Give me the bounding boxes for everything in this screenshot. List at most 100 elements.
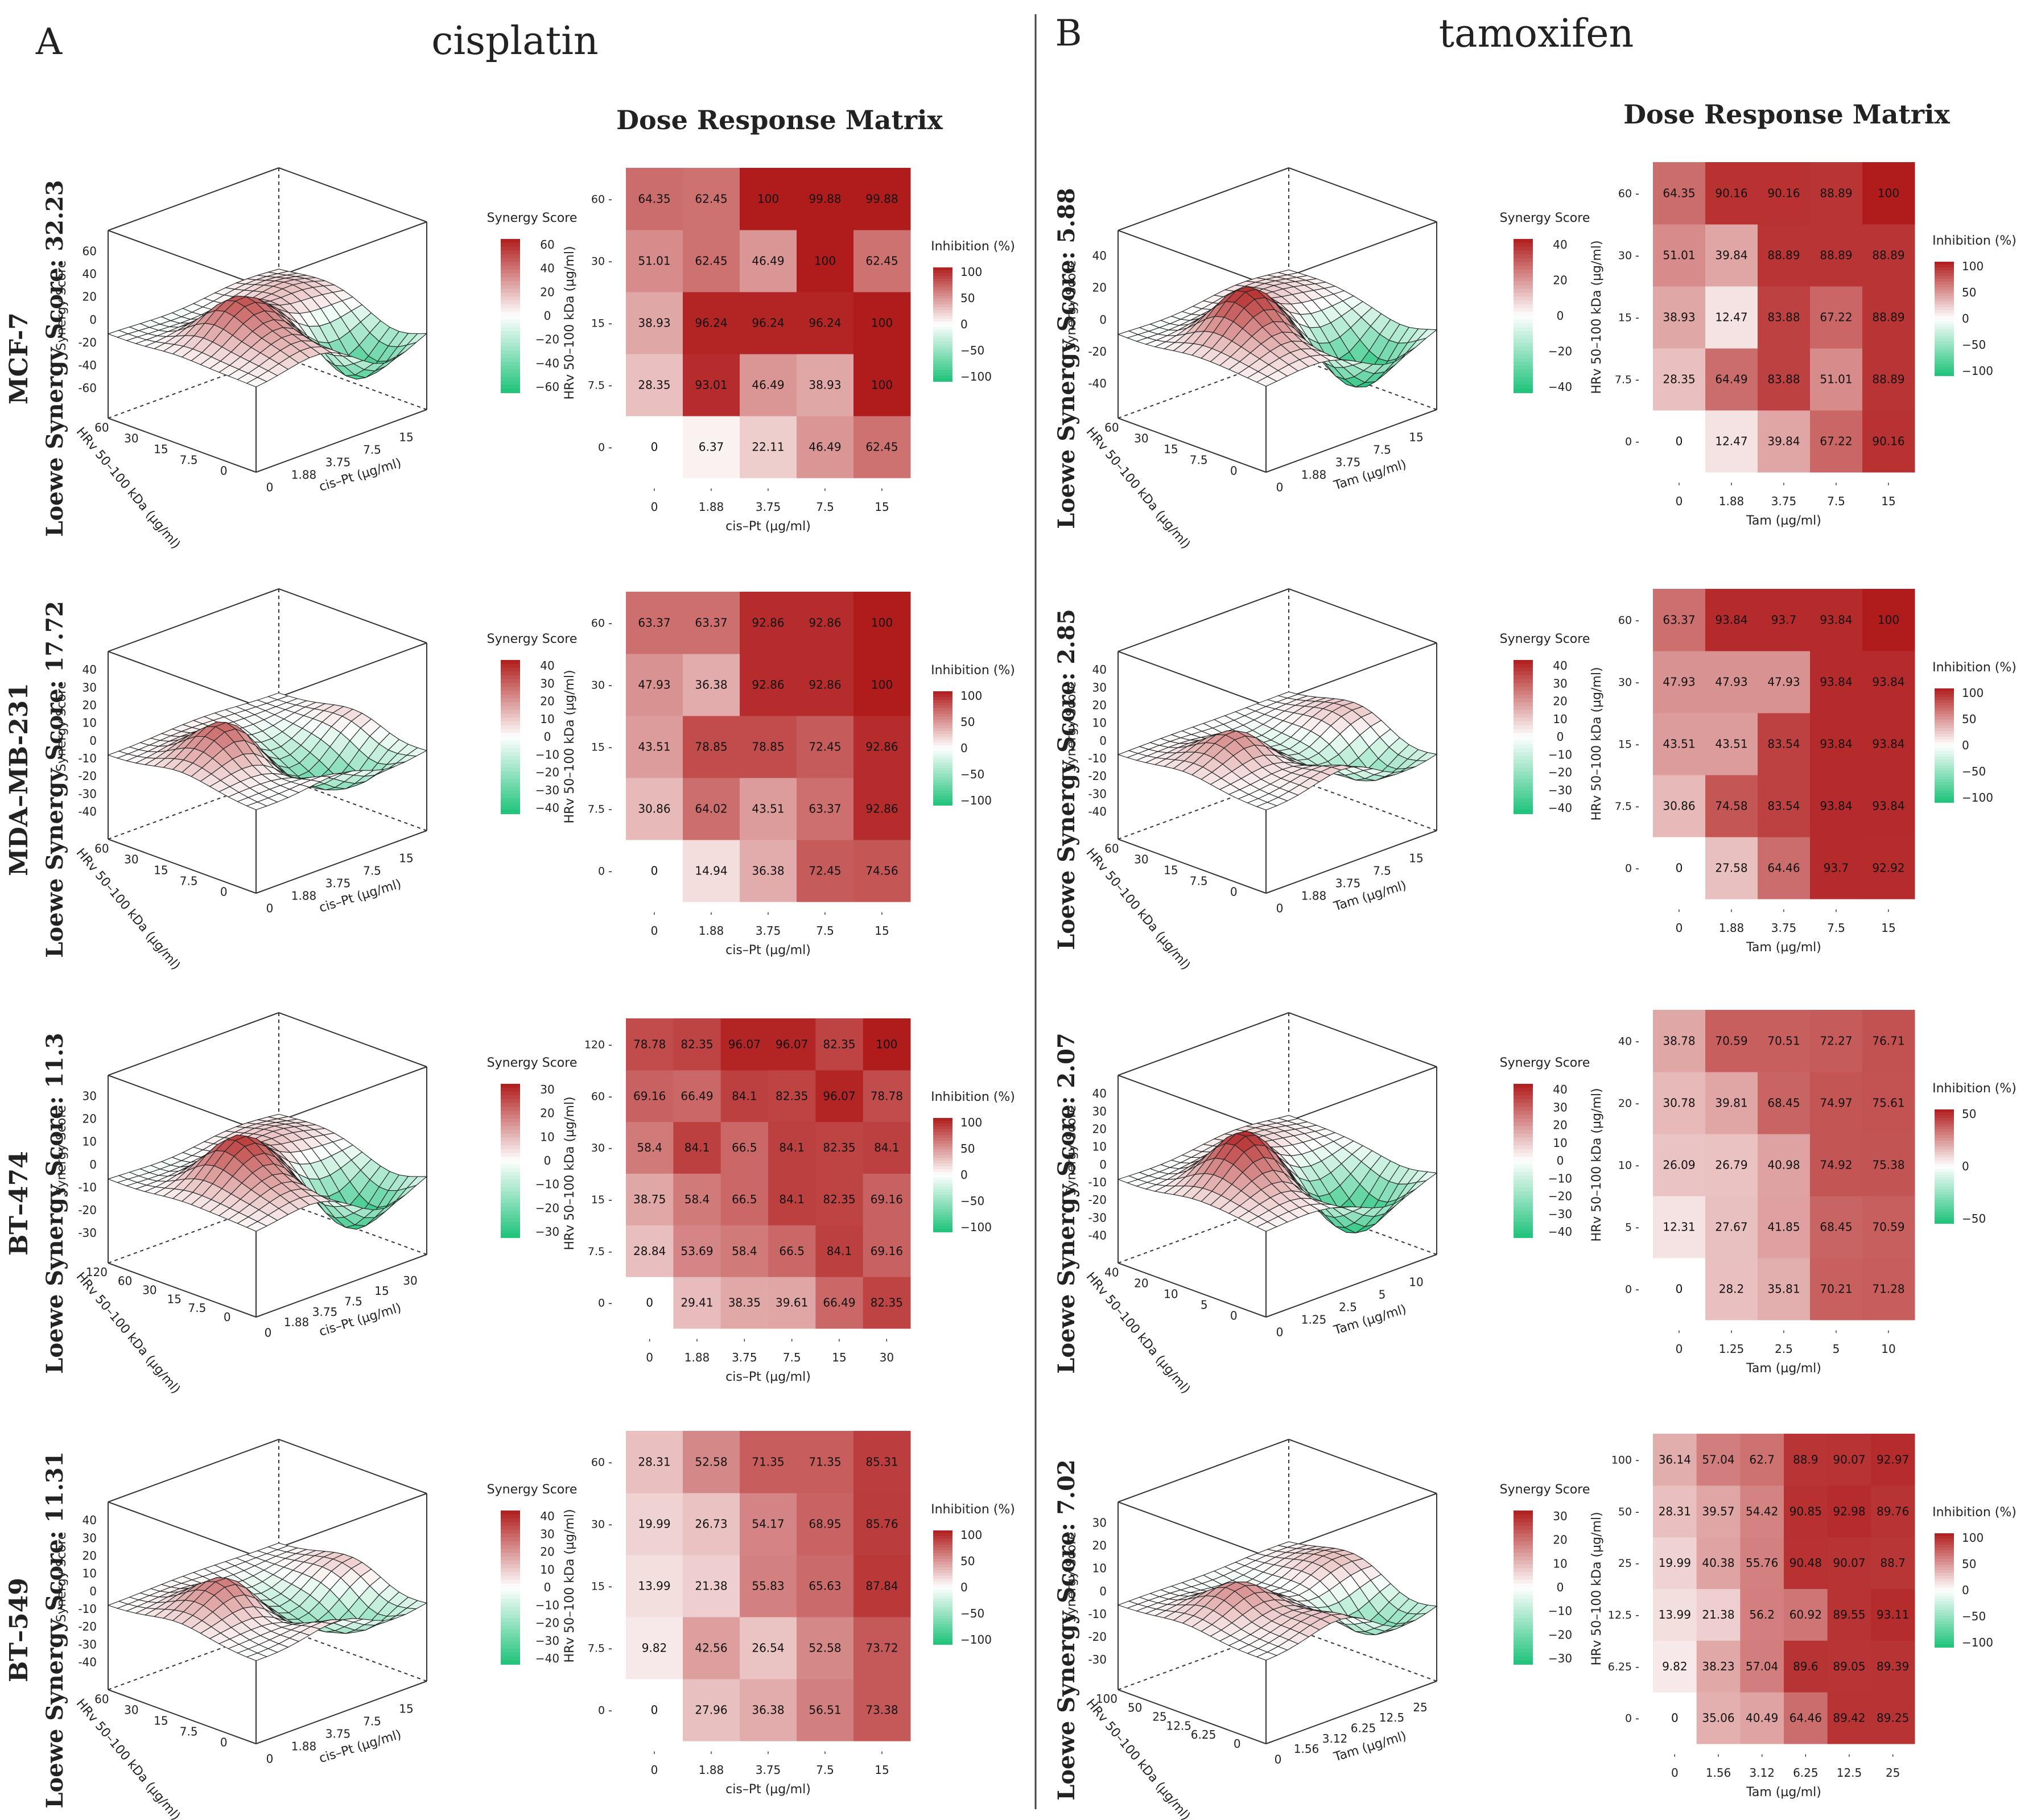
surface-y-tick-label: 30 — [124, 1703, 138, 1717]
synergy-colorbar-step — [1514, 1641, 1533, 1646]
heatmap-y-tick: 60 - — [591, 193, 612, 206]
surface-x-tick-label: 3.75 — [1335, 876, 1361, 890]
heatmap-cell — [863, 1121, 911, 1174]
synergy-colorbar-step — [501, 1095, 520, 1100]
synergy-colorbar-step — [501, 713, 520, 719]
synergy-colorbar-step — [501, 764, 520, 768]
synergy-colorbar-step — [501, 717, 520, 722]
synergy-colorbar-step — [1514, 752, 1533, 757]
inhibition-colorbar-step — [933, 324, 952, 328]
heatmap-cell — [626, 292, 683, 354]
heatmap-cell-value: 66.5 — [732, 1192, 757, 1206]
heatmap-cell-value: 93.84 — [1820, 675, 1852, 689]
heatmap-cell-value: 100 — [876, 1037, 897, 1051]
heatmap-cell — [740, 1617, 797, 1679]
synergy-colorbar-step — [501, 331, 520, 336]
inhibition-colorbar-step — [1935, 290, 1954, 294]
inhibition-colorbar-step — [933, 1183, 952, 1187]
heatmap-x-tick: 15 — [875, 500, 889, 514]
inhibition-colorbar-step — [933, 705, 952, 709]
inhibition-colorbar-step — [933, 1158, 952, 1161]
synergy-colorbar-step — [1514, 702, 1533, 707]
synergy-colorbar-step — [501, 798, 520, 803]
synergy-colorbar-step — [501, 733, 520, 737]
inhibition-colorbar-step — [933, 373, 952, 376]
heatmap-cell-value: 21.38 — [1702, 1608, 1734, 1621]
inhibition-colorbar-step — [933, 347, 952, 350]
heatmap-cell-value: 38.35 — [728, 1296, 761, 1310]
heatmap-x-tick: 0 — [651, 500, 658, 514]
panel-letter-A: A — [35, 21, 63, 63]
heatmap-cell-value: 47.93 — [1663, 675, 1695, 689]
inhibition-colorbar-tick: −50 — [960, 767, 984, 781]
inhibition-colorbar-step — [933, 287, 952, 291]
surface-box-edge — [108, 1501, 257, 1557]
heatmap-x-tickmark: ' — [1783, 907, 1785, 918]
synergy-colorbar — [501, 1511, 520, 1665]
inhibition-colorbar-tick: 0 — [960, 1580, 968, 1594]
heatmap-cell-value: 63.37 — [638, 616, 670, 630]
synergy-colorbar — [501, 660, 520, 814]
inhibition-colorbar-step — [1935, 296, 1954, 299]
surface-box-edge — [1265, 409, 1437, 473]
heatmap-cell — [1705, 224, 1758, 287]
heatmap-cell-value: 88.89 — [1820, 187, 1852, 200]
inhibition-colorbar-step — [933, 714, 952, 717]
inhibition-colorbar-tick: 100 — [1962, 1531, 1984, 1545]
heatmap-cell — [768, 1277, 816, 1329]
cell-line-label: BT–474 — [5, 1151, 34, 1256]
heatmap-cell-value: 69.16 — [871, 1192, 903, 1206]
synergy-colorbar-step — [501, 1153, 520, 1158]
z-tick-label: 10 — [83, 716, 97, 730]
heatmap-cell — [853, 654, 911, 716]
surface-y-tick-label: 0 — [1230, 885, 1238, 899]
heatmap-cell-value: 78.78 — [871, 1089, 903, 1103]
inhibition-colorbar-tick: 0 — [960, 317, 968, 331]
heatmap-cell-value: 93.84 — [1872, 799, 1904, 813]
inhibition-colorbar-step — [933, 1573, 952, 1576]
inhibition-colorbar-step — [933, 1621, 952, 1625]
surface-x-tick-label: 15 — [1409, 430, 1423, 444]
synergy-colorbar-step — [501, 1118, 520, 1123]
heatmap-cell-value: 40.38 — [1702, 1556, 1734, 1570]
surface-box-edge — [1288, 167, 1437, 222]
heatmap-x-tick: 0 — [1676, 921, 1683, 935]
synergy-colorbar-step — [501, 358, 520, 362]
inhibition-colorbar-step — [933, 1144, 952, 1147]
heatmap-y-tick: 15 - — [591, 1194, 612, 1206]
surface-y-axis-label: HRv 50–100 kDa (µg/ml) — [1083, 1697, 1193, 1820]
inhibition-colorbar — [933, 1530, 952, 1645]
synergy-colorbar-step — [501, 760, 520, 765]
heatmap-cell-value: 26.79 — [1715, 1158, 1747, 1172]
surface-facet — [246, 377, 268, 387]
surface-y-tick-label: 40 — [1104, 1266, 1119, 1280]
synergy-colorbar-step — [501, 810, 520, 814]
synergy-colorbar-step — [1514, 717, 1533, 722]
surface-y-tick-label: 60 — [94, 421, 109, 435]
heatmap-cell-value: 84.1 — [685, 1141, 710, 1154]
inhibition-colorbar-step — [933, 725, 952, 729]
synergy-colorbar-step — [1514, 1233, 1533, 1238]
heatmap-y-tick: 15 - — [591, 1580, 612, 1593]
heatmap-y-tick: 60 - — [591, 1090, 612, 1103]
heatmap-cell-value: 73.72 — [865, 1641, 898, 1655]
heatmap-x-tick: 15 — [832, 1351, 846, 1364]
inhibition-colorbar-step — [933, 1636, 952, 1639]
synergy-colorbar-step — [501, 1641, 520, 1646]
inhibition-colorbar-step — [933, 1542, 952, 1545]
inhibition-colorbar-step — [933, 1181, 952, 1184]
surface-box-edge — [278, 588, 427, 643]
inhibition-colorbar-step — [1935, 353, 1954, 356]
inhibition-colorbar-tick: −100 — [1962, 364, 1993, 378]
heatmap-cell-value: 47.93 — [1715, 675, 1747, 689]
synergy-colorbar-step — [1514, 667, 1533, 672]
heatmap-cell — [797, 1617, 854, 1679]
z-tick-label: -20 — [78, 336, 97, 349]
surface-box-edge — [1288, 588, 1437, 643]
heatmap-cell — [740, 416, 797, 478]
z-tick-label: -20 — [1088, 1630, 1107, 1644]
heatmap-cell — [863, 1225, 911, 1277]
inhibition-colorbar-step — [1935, 339, 1954, 342]
heatmap-x-tickmark: ' — [824, 910, 826, 921]
